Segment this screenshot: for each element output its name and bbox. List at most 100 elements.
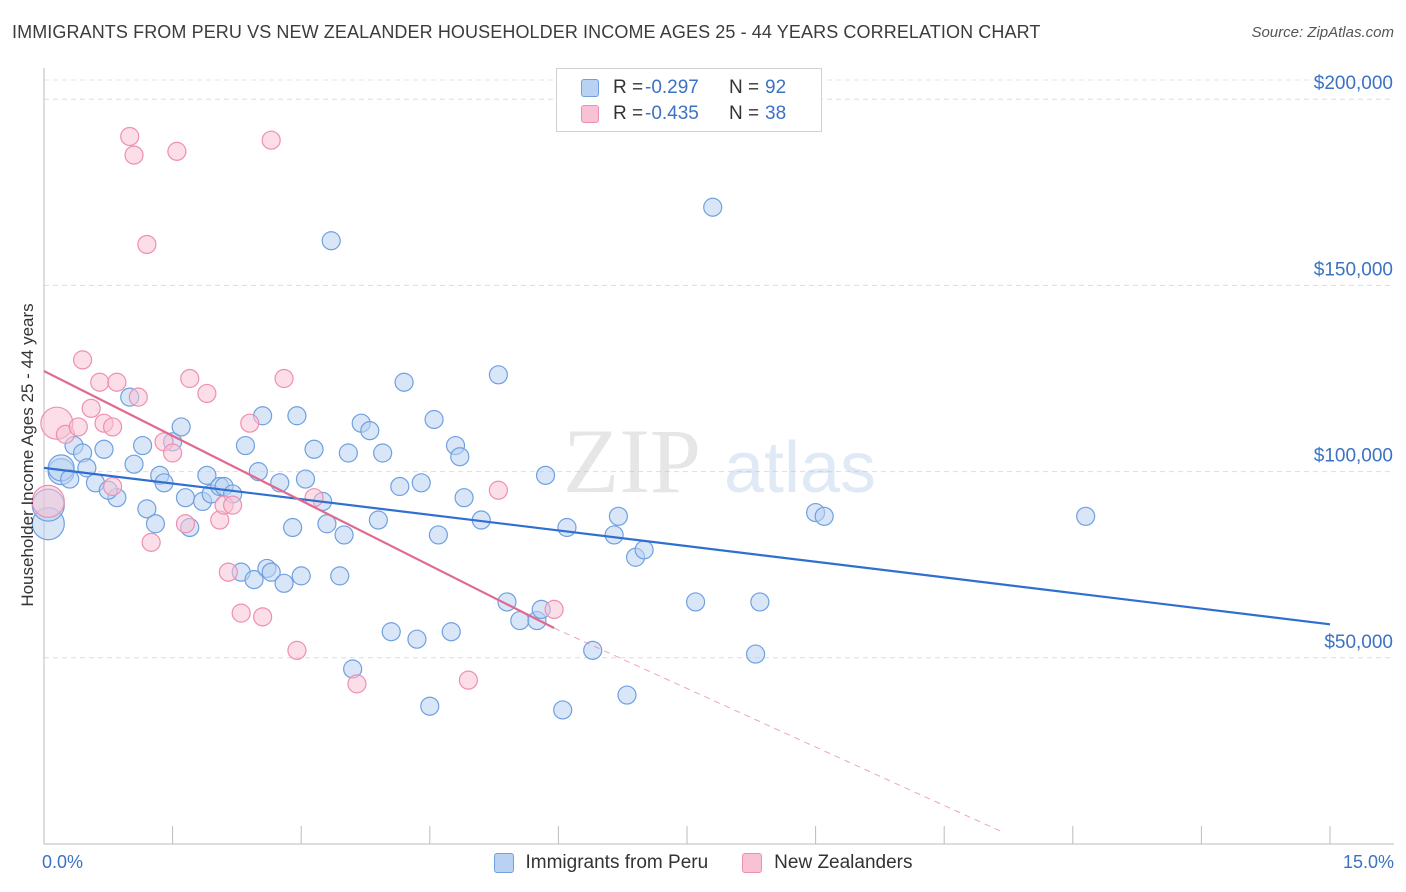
legend-swatch-peru (581, 79, 599, 97)
peru-point-75 (583, 640, 603, 660)
peru-point-58 (411, 473, 431, 493)
peru-point-52 (368, 510, 388, 530)
peru-point-21 (175, 488, 196, 508)
nz-point-13 (128, 387, 148, 407)
y-tick-labels: $50,000 $100,000 $150,000 $200,000 (1314, 73, 1393, 653)
peru-point-57 (407, 629, 427, 649)
nz-point-6 (90, 372, 110, 392)
peru-point-76 (604, 525, 624, 545)
n-value: 92 (765, 77, 787, 98)
peru-point-48 (338, 443, 358, 463)
peru-point-31 (244, 570, 264, 590)
nz-point-9 (107, 372, 127, 392)
peru-point-59 (420, 696, 440, 716)
watermark: ZIP atlas (563, 410, 876, 512)
legend-row-nz: R = -0.435 N = 38 (581, 102, 786, 126)
peru-point-37 (274, 573, 294, 593)
series-new-zealanders (31, 126, 564, 694)
peru-point-14 (132, 435, 153, 456)
peru-point-15 (137, 499, 157, 519)
nz-point-28 (253, 607, 273, 627)
x-tick-label-min: 0.0% (42, 852, 84, 872)
peru-point-53 (373, 443, 393, 463)
x-tick-label-max: 15.0% (1342, 852, 1394, 872)
peru-point-78 (617, 685, 637, 705)
peru-point-62 (441, 622, 461, 642)
nz-point-30 (274, 368, 294, 389)
peru-point-55 (390, 476, 410, 497)
peru-point-72 (535, 465, 556, 485)
nz-point-36 (544, 599, 564, 620)
peru-point-41 (295, 469, 316, 489)
peru-point-42 (304, 439, 324, 459)
peru-point-56 (394, 372, 414, 392)
trend-lines (43, 370, 1331, 834)
peru-point-35 (261, 562, 281, 582)
nz-point-10 (102, 417, 123, 437)
nz-point-20 (180, 368, 200, 389)
legend-swatch-peru (493, 853, 514, 873)
legend-label-peru: Immigrants from Peru (525, 852, 709, 873)
trend-line-nz-extension (553, 627, 1005, 834)
legend-swatch-nz (742, 853, 763, 873)
nz-point-12 (124, 145, 144, 165)
legend-item-nz: New Zealanders (742, 852, 913, 874)
y-tick-label-2: $150,000 (1314, 259, 1393, 280)
peru-point-65 (454, 488, 474, 508)
peru-point-54 (381, 622, 401, 642)
nz-point-15 (141, 532, 161, 552)
peru-point-24 (197, 465, 217, 485)
peru-point-38 (283, 517, 303, 538)
chart-title: IMMIGRANTS FROM PERU VS NEW ZEALANDER HO… (12, 22, 1041, 42)
nz-point-19 (175, 514, 196, 534)
nz-point-17 (163, 443, 183, 463)
peru-point-51 (360, 421, 380, 441)
nz-point-24 (218, 562, 238, 582)
n-label: N = (729, 103, 760, 124)
nz-point-5 (81, 398, 101, 418)
peru-point-9 (94, 439, 114, 459)
r-label: R = (613, 77, 644, 98)
nz-point-18 (167, 141, 187, 161)
n-value: 38 (765, 103, 787, 124)
peru-point-64 (450, 447, 470, 467)
peru-point-87 (1076, 506, 1096, 526)
peru-point-39 (287, 406, 307, 426)
legend-label-nz: New Zealanders (774, 852, 913, 873)
legend-row-peru: R = -0.297 N = 92 (581, 76, 786, 100)
y-tick-label-0: $50,000 (1324, 632, 1393, 653)
peru-point-86 (814, 506, 834, 526)
peru-point-40 (291, 566, 311, 586)
peru-point-30 (235, 435, 256, 456)
n-label: N = (729, 77, 760, 98)
peru-point-84 (750, 592, 770, 612)
nz-point-11 (120, 126, 140, 147)
nz-point-34 (458, 670, 478, 690)
legend-item-peru: Immigrants from Peru (493, 852, 709, 874)
legend-series: Immigrants from Peru New Zealanders (0, 852, 1406, 874)
peru-point-20 (171, 417, 191, 437)
r-value: -0.297 (645, 77, 699, 98)
peru-point-46 (330, 566, 350, 586)
peru-point-73 (553, 700, 573, 720)
r-label: R = (613, 103, 644, 124)
legend-swatch-nz (581, 105, 599, 123)
peru-point-67 (488, 365, 508, 385)
peru-point-47 (334, 525, 354, 545)
peru-point-77 (608, 506, 629, 526)
y-tick-label-1: $100,000 (1314, 446, 1393, 467)
source-note: Source: ZipAtlas.com (1251, 24, 1394, 41)
nz-point-4 (72, 350, 93, 370)
legend-stats: R = -0.297 N = 92 R = -0.435 N = 38 (556, 68, 822, 132)
trend-line-nz (43, 370, 555, 630)
axes (43, 68, 1394, 845)
y-tick-label-3: $200,000 (1314, 73, 1393, 94)
watermark-atlas: atlas (724, 428, 876, 508)
nz-point-29 (261, 130, 281, 150)
nz-point-0 (31, 484, 65, 519)
peru-point-83 (745, 644, 766, 664)
nz-point-26 (231, 603, 251, 623)
peru-point-45 (321, 231, 341, 251)
nz-point-25 (223, 495, 243, 515)
